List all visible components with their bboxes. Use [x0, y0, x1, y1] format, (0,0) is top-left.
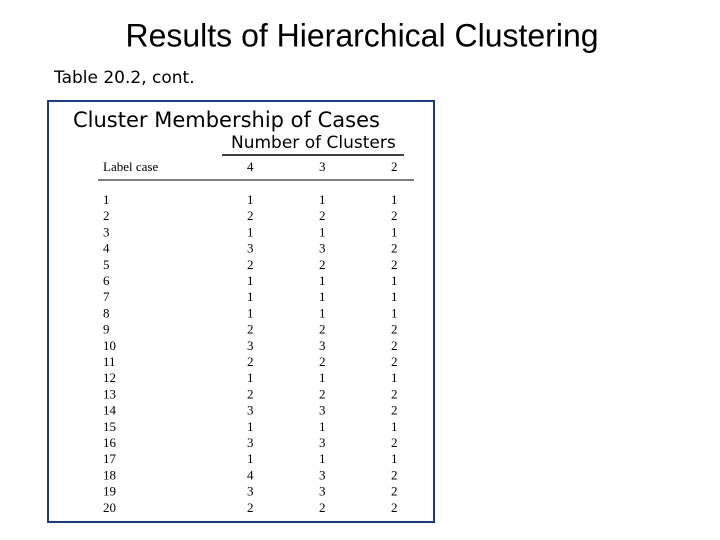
table-cell: 14: [103, 403, 117, 418]
table-cell: 2: [391, 354, 398, 369]
table-cell: 2: [247, 354, 254, 369]
table-cell: 3: [247, 435, 254, 450]
table-cell: 1: [319, 273, 326, 288]
table-cell: 4: [103, 241, 110, 256]
table-cell: 2: [319, 322, 326, 337]
table-cell: 2: [391, 500, 398, 515]
table-cell: 15: [103, 419, 116, 434]
table-cell: 3: [319, 467, 326, 482]
table-cell: 6: [103, 273, 110, 288]
column-header: Label case: [103, 159, 158, 174]
table-cell: 2: [391, 338, 398, 353]
table-cell: 7: [103, 289, 110, 304]
slide-title: Results of Hierarchical Clustering: [125, 17, 598, 53]
table-cell: 3: [319, 338, 326, 353]
table-cell: 1: [319, 192, 326, 207]
table-cell: 2: [391, 435, 398, 450]
table-cell: 1: [247, 370, 254, 385]
table-cell: 1: [391, 224, 398, 239]
table-cell: 1: [247, 192, 254, 207]
table-cell: 3: [247, 403, 254, 418]
table-cell: 11: [103, 354, 116, 369]
table-cell: 2: [319, 354, 326, 369]
table-cell: 2: [247, 208, 254, 223]
table-cell: 2: [103, 208, 110, 223]
column-header: 4: [247, 159, 254, 174]
table-cell: 3: [247, 338, 254, 353]
table-cell: 1: [391, 370, 398, 385]
table-cell: 1: [247, 305, 254, 320]
table-cell: 13: [103, 386, 116, 401]
table-cell: 1: [391, 451, 398, 466]
table-cell: 2: [391, 484, 398, 499]
table-cell: 1: [319, 289, 326, 304]
table-cell: 1: [319, 370, 326, 385]
table-cell: 1: [391, 419, 398, 434]
table-cell: 2: [391, 322, 398, 337]
table-cell: 2: [247, 500, 254, 515]
table-cell: 3: [319, 403, 326, 418]
table-body: Label case 4 3 21 1 1 12 2 2 23 1 1 14 3 3 25 2 2 26 1 1 17 1 1…: [103, 159, 398, 515]
table-cell: 3: [319, 435, 326, 450]
table-cell: 1: [319, 224, 326, 239]
table-box: [47, 100, 435, 523]
table-cell: 1: [319, 419, 326, 434]
table-cell: 19: [103, 484, 116, 499]
table-title: Cluster Membership of Cases: [73, 108, 380, 132]
table-cell: 16: [103, 435, 117, 450]
table-cell: 1: [391, 273, 398, 288]
table-cell: 1: [247, 273, 254, 288]
group-header: Number of Clusters: [231, 133, 396, 153]
table-cell: 2: [391, 208, 398, 223]
table-cell: 3: [247, 484, 254, 499]
table-cell: 18: [103, 467, 116, 482]
table-cell: 3: [319, 241, 326, 256]
table-cell: 17: [103, 451, 117, 466]
table-cell: 2: [319, 386, 326, 401]
table-cell: 2: [391, 403, 398, 418]
table-cell: 3: [103, 224, 110, 239]
table-cell: 20: [103, 500, 116, 515]
table-cell: 1: [247, 451, 254, 466]
table-cell: 1: [247, 419, 254, 434]
table-cell: 2: [247, 386, 254, 401]
table-cell: 1: [247, 289, 254, 304]
table-cell: 1: [247, 224, 254, 239]
column-header: 2: [391, 159, 398, 174]
table-cell: 1: [391, 289, 398, 304]
table-cell: 1: [319, 305, 326, 320]
table-cell: 2: [391, 257, 398, 272]
subtitle: Table 20.2, cont.: [53, 68, 195, 88]
table-cell: 12: [103, 370, 116, 385]
table-cell: 2: [319, 500, 326, 515]
table-cell: 3: [319, 484, 326, 499]
table-cell: 1: [391, 305, 398, 320]
table-cell: 2: [247, 322, 254, 337]
table-cell: 2: [391, 467, 398, 482]
table-cell: 1: [319, 451, 326, 466]
table-cell: 2: [391, 241, 398, 256]
column-header: 3: [319, 159, 326, 174]
table-cell: 2: [247, 257, 254, 272]
table-cell: 9: [103, 322, 110, 337]
table-cell: 10: [103, 338, 116, 353]
table-cell: 5: [103, 257, 110, 272]
table-cell: 8: [103, 305, 110, 320]
table-cell: 2: [319, 208, 326, 223]
table-cell: 3: [247, 241, 254, 256]
table-cell: 4: [247, 467, 254, 482]
table-cell: 1: [391, 192, 398, 207]
table-cell: 1: [103, 192, 110, 207]
table-cell: 2: [319, 257, 326, 272]
table-cell: 2: [391, 386, 398, 401]
